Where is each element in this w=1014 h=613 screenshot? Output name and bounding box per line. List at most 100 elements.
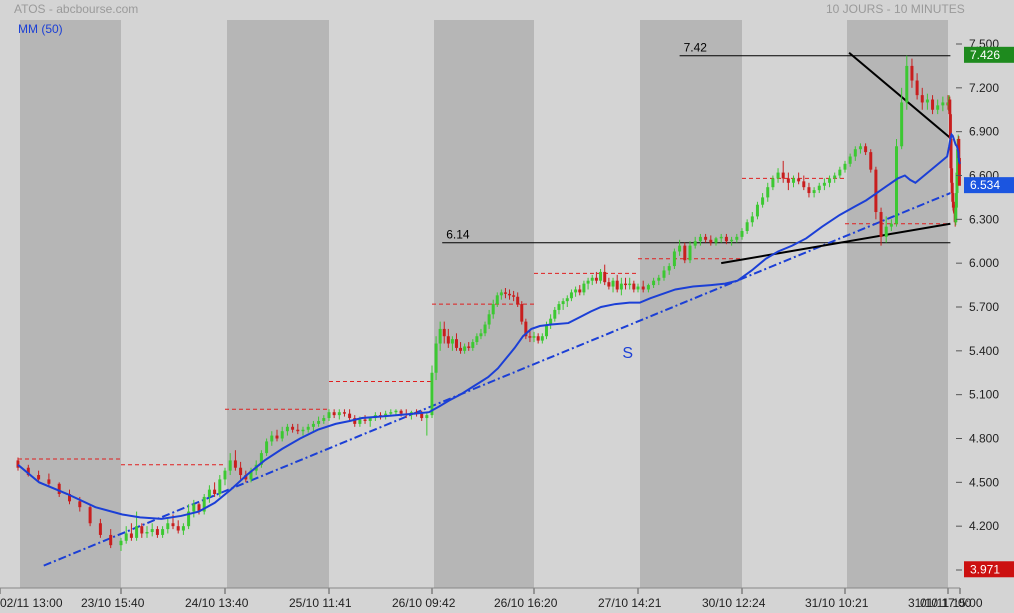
- y-tick-label-9: 4.800: [969, 432, 999, 446]
- candle-body-85: [491, 304, 495, 315]
- candle-body-194: [954, 193, 958, 208]
- candle-body-32: [233, 460, 237, 468]
- candle-body-20: [171, 523, 175, 527]
- candle-body-160: [843, 163, 847, 170]
- candle-body-99: [549, 318, 553, 325]
- candle-body-71: [434, 343, 438, 373]
- candle-body-52: [337, 412, 341, 416]
- annotation-s: S: [622, 345, 633, 362]
- candle-body-1: [26, 467, 30, 476]
- candle-body-110: [594, 277, 598, 281]
- candle-body-94: [528, 336, 532, 338]
- candle-body-162: [853, 149, 857, 157]
- candle-body-184: [948, 114, 952, 139]
- y-tick-label-6: 5.700: [969, 300, 999, 314]
- candle-body-48: [317, 420, 321, 424]
- candle-body-17: [155, 529, 159, 535]
- candle-body-24: [192, 504, 196, 512]
- candle-body-151: [797, 178, 801, 182]
- candle-body-38: [265, 441, 269, 454]
- candle-body-193: [954, 207, 958, 223]
- candle-body-84: [487, 314, 491, 325]
- candle-body-106: [578, 289, 582, 293]
- candle-body-69: [425, 415, 429, 419]
- candle-body-51: [332, 412, 336, 416]
- candle-body-8: [98, 523, 102, 535]
- x-tick-label-2: 25/10 11:41: [289, 596, 352, 610]
- candle-body-25: [197, 504, 201, 512]
- x-tick-label-7: 31/10 10:21: [805, 596, 869, 610]
- candle-body-105: [574, 289, 578, 293]
- candle-body-23: [187, 511, 191, 527]
- candle-body-137: [724, 236, 728, 242]
- candle-body-13: [135, 526, 139, 538]
- candle-body-107: [582, 283, 586, 293]
- candle-body-112: [603, 271, 607, 283]
- candle-body-49: [322, 418, 326, 421]
- candle-body-43: [291, 426, 295, 430]
- candle-body-165: [869, 152, 873, 170]
- candle-body-72: [438, 328, 442, 344]
- candle-body-75: [450, 339, 454, 344]
- candle-body-124: [657, 277, 661, 281]
- candle-body-126: [667, 266, 671, 271]
- candle-body-114: [611, 280, 615, 287]
- candle-body-187: [950, 182, 954, 194]
- candle-body-195: [955, 172, 959, 194]
- candle-body-109: [590, 277, 594, 281]
- candle-body-150: [792, 178, 795, 183]
- candle-body-97: [540, 336, 544, 341]
- candle-body-134: [709, 239, 713, 243]
- candle-body-5: [68, 494, 71, 502]
- candle-body-27: [207, 489, 211, 497]
- x-tick-label-0: 23/10 15:40: [81, 596, 145, 610]
- level-label-0: 7.42: [684, 41, 708, 55]
- candle-body-57: [363, 419, 367, 421]
- candle-body-83: [483, 324, 487, 334]
- candle-body-115: [615, 280, 619, 290]
- candle-body-37: [259, 453, 263, 465]
- price-tag-2: 3.971: [970, 562, 1000, 576]
- candle-body-4: [57, 483, 61, 495]
- candle-body-135: [714, 238, 718, 243]
- candle-body-108: [586, 280, 590, 284]
- candle-body-70: [430, 372, 434, 416]
- candle-body-9: [109, 534, 113, 546]
- candle-body-167: [879, 212, 883, 237]
- candle-body-76: [454, 339, 458, 348]
- candle-body-0: [16, 460, 20, 468]
- x-tick-label-1: 24/10 13:40: [185, 596, 249, 610]
- chart-period: 10 JOURS - 10 MINUTES: [826, 2, 965, 16]
- candle-body-91: [516, 296, 520, 305]
- candle-body-166: [874, 169, 878, 213]
- candle-body-138: [730, 239, 734, 242]
- ma-line: [17, 132, 961, 520]
- candle-body-28: [213, 489, 217, 495]
- y-tick-label-8: 5.100: [969, 388, 999, 402]
- candle-body-53: [342, 412, 346, 414]
- candle-body-199: [957, 157, 961, 186]
- candle-body-80: [471, 342, 475, 348]
- candle-body-93: [524, 321, 528, 337]
- candle-body-122: [646, 285, 650, 290]
- candle-body-142: [750, 216, 754, 223]
- candle-body-163: [858, 146, 862, 150]
- candle-body-35: [249, 470, 253, 480]
- candle-body-82: [479, 333, 483, 337]
- candle-body-189: [951, 201, 955, 208]
- y-tick-label-1: 7.200: [969, 81, 999, 95]
- candle-body-3: [47, 479, 51, 484]
- candle-body-120: [636, 286, 640, 290]
- candle-body-190: [952, 207, 956, 211]
- y-tick-label-4: 6.300: [969, 212, 999, 226]
- candle-body-146: [771, 178, 775, 188]
- candle-body-185: [949, 138, 953, 169]
- candle-body-152: [802, 181, 806, 188]
- candle-body-96: [536, 336, 540, 341]
- candle-body-148: [781, 172, 785, 179]
- candle-body-147: [776, 172, 780, 179]
- candle-body-81: [475, 336, 479, 343]
- candle-body-11: [124, 533, 128, 541]
- candle-body-98: [544, 324, 548, 337]
- candle-body-63: [394, 410, 398, 413]
